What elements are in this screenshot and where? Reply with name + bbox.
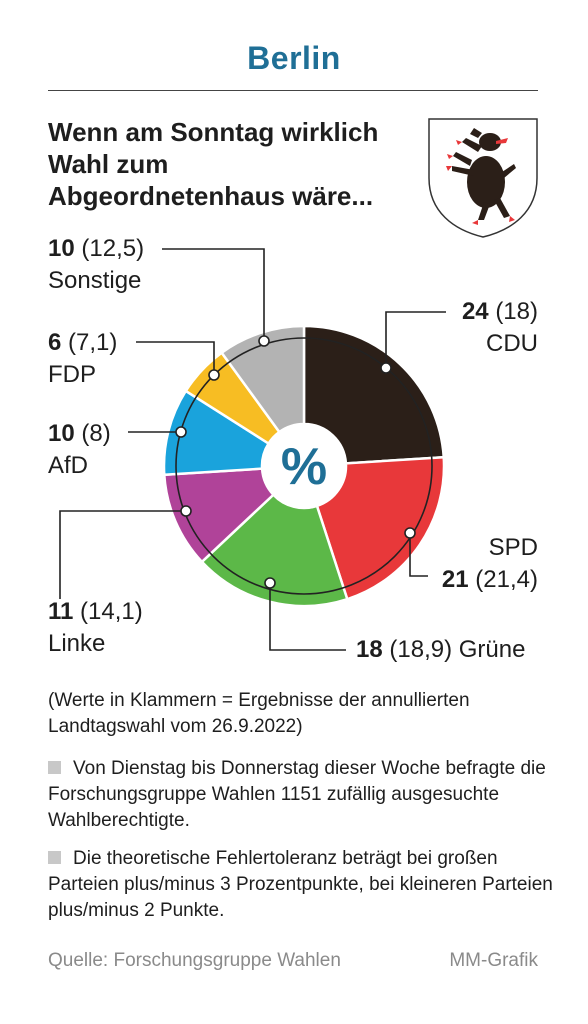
label-cdu-previous: (18) [495,298,538,325]
leader-line-cdu [385,311,446,368]
leader-dot-afd [175,426,187,438]
note-tolerance: Die theoretische Fehlertoleranz beträgt … [48,846,558,924]
berlin-bear-crest-icon [428,118,538,238]
donut-ring [175,337,433,595]
chart-title: Berlin [247,40,341,76]
pie-slice-sonstige [219,324,306,434]
bullet-square-icon [48,851,61,864]
label-linke-previous: (14,1) [80,598,143,625]
leader-dot-fdp [208,369,220,381]
label-afd-previous: (8) [81,420,111,447]
label-gruene-previous: (18,9) [389,636,453,663]
label-gruene: 18 (18,9) Grüne [356,634,525,666]
note-parenthetical: (Werte in Klammern = Ergebnisse der annu… [48,690,470,737]
label-spd-name: SPD [488,534,538,561]
label-fdp-previous: (7,1) [68,329,118,356]
label-cdu: 24 (18) CDU [462,296,538,360]
leader-dot-spd [404,527,416,539]
leader-line-fdp [136,341,215,375]
label-linke: 11 (14,1) Linke [48,596,143,660]
leader-dot-gruene [264,577,276,589]
leader-line-sonstige [162,248,265,341]
leader-line-linke [59,510,186,599]
label-gruene-value: 18 [356,636,383,663]
note-tolerance-text: Die theoretische Fehlertoleranz beträgt … [48,848,553,921]
leader-line-gruene [269,583,346,651]
label-afd-value: 10 [48,420,75,447]
center-percent-symbol: % [281,438,327,496]
label-fdp-name: FDP [48,361,96,388]
pie-slice-spd [315,455,446,601]
label-linke-value: 11 [48,598,74,625]
label-sonstige-name: Sonstige [48,267,142,294]
leader-dot-sonstige [258,335,270,347]
bullet-square-icon [48,761,61,774]
note-survey: Von Dienstag bis Donnerstag dieser Woche… [48,756,558,834]
label-sonstige-value: 10 [48,235,75,262]
pie-slice-gruene [200,492,349,608]
label-spd-value: 21 [441,566,469,593]
leader-dot-linke [180,505,192,517]
label-cdu-value: 24 [461,298,489,325]
label-fdp: 6 (7,1) FDP [48,327,117,391]
title-divider [48,90,538,91]
footer-credit: MM-Grafik [449,950,538,971]
footer-source: Quelle: Forschungsgruppe Wahlen [48,950,341,971]
pie-slice-cdu [302,324,446,465]
label-sonstige: 10 (12,5) Sonstige [48,233,144,297]
label-gruene-name: Grüne [458,636,526,663]
note-survey-text: Von Dienstag bis Donnerstag dieser Woche… [48,758,546,831]
label-cdu-name: CDU [486,330,538,357]
label-spd: SPD 21 (21,4) [442,532,538,596]
label-afd-name: AfD [48,452,89,479]
leader-dot-cdu [380,362,392,374]
label-spd-previous: (21,4) [475,566,538,593]
chart-headline: Wenn am Sonntag wirklich Wahl zum Abgeor… [48,117,379,211]
label-afd: 10 (8) AfD [48,418,111,482]
leader-line-spd [409,533,428,577]
label-fdp-value: 6 [48,329,62,356]
label-linke-name: Linke [48,630,106,657]
label-sonstige-previous: (12,5) [81,235,145,262]
